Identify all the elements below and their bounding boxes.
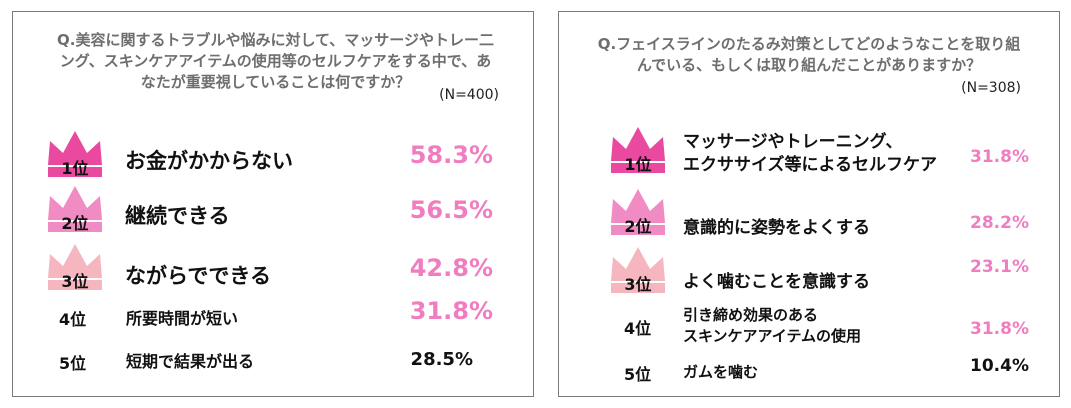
rank-1-label: 1位	[624, 155, 652, 174]
right-row-2-label: 意識的に姿勢をよくする	[683, 218, 870, 238]
rank-4-label: 4位	[59, 310, 87, 329]
left-row-3-label: ながらでできる	[125, 264, 271, 288]
left-row-1-label: お金がかからない	[125, 149, 293, 173]
rank-3-label: 3位	[624, 275, 652, 294]
rank-2-label: 2位	[624, 217, 652, 236]
left-question-line-3: なたが重要視していることは何ですか？	[140, 73, 411, 91]
right-row-4-value: 31.8%	[970, 319, 1029, 339]
right-row-1-label: マッサージやトレーニング、 エクササイズ等によるセルフケア	[683, 131, 937, 177]
crown-3-icon: 3位	[609, 245, 667, 299]
rank-5-label: 5位	[59, 354, 87, 373]
left-question-line-2: ング、スキンケアアイテムの使用等のセルフケアをする中で、あ	[59, 52, 492, 70]
right-row-3-value: 23.1%	[970, 257, 1029, 277]
left-row-5-value: 28.5%	[410, 349, 473, 370]
crown-1-icon: 1位	[609, 125, 667, 179]
crown-2-icon: 2位	[609, 187, 667, 241]
right-sample-size: (N=308)	[961, 80, 1021, 96]
right-row-3-label: よく噛むことを意識する	[683, 272, 870, 292]
rank-2-label: 2位	[61, 214, 89, 233]
rank-1-label: 1位	[61, 159, 89, 178]
right-question-line-2: んでいる、もしくは取り組んだことがありますか？	[636, 56, 982, 74]
right-question-line-1: Q.フェイスラインのたるみ対策としてどのようなことを取り組	[597, 35, 1021, 53]
crown-3-icon: 3位	[46, 242, 104, 296]
left-row-2-label: 継続できる	[125, 204, 230, 228]
right-row-4-label: 引き締め効果のある スキンケアアイテムの使用	[683, 305, 861, 347]
left-sample-size: (N=400)	[439, 87, 499, 103]
left-row-4-label: 所要時間が短い	[126, 309, 239, 328]
left-survey-panel: Q.美容に関するトラブルや悩みに対して、マッサージやトレー二 ング、スキンケアア…	[12, 11, 534, 397]
left-row-5-label: 短期で結果が出る	[126, 352, 255, 371]
left-question: Q.美容に関するトラブルや悩みに対して、マッサージやトレー二 ング、スキンケアア…	[43, 30, 508, 93]
rank-3-label: 3位	[61, 272, 89, 291]
right-row-1-label-line-1: マッサージやトレーニング、	[683, 132, 903, 152]
right-row-2-value: 28.2%	[970, 213, 1029, 233]
crown-2-icon: 2位	[46, 184, 104, 238]
right-row-1-label-line-2: エクササイズ等によるセルフケア	[683, 155, 937, 175]
right-row-4-label-line-1: 引き締め効果のある	[683, 306, 819, 324]
left-question-line-1: Q.美容に関するトラブルや悩みに対して、マッサージやトレー二	[57, 31, 494, 49]
right-question: Q.フェイスラインのたるみ対策としてどのようなことを取り組 んでいる、もしくは取…	[584, 34, 1034, 76]
rank-4-label: 4位	[624, 319, 652, 338]
left-row-1-value: 58.3%	[409, 141, 493, 169]
rank-5-label: 5位	[624, 365, 652, 384]
left-row-2-value: 56.5%	[409, 196, 493, 224]
left-row-3-value: 42.8%	[409, 254, 493, 282]
right-row-4-label-line-2: スキンケアアイテムの使用	[683, 327, 862, 345]
right-row-5-value: 10.4%	[970, 356, 1029, 376]
right-row-1-value: 31.8%	[970, 147, 1029, 167]
crown-1-icon: 1位	[46, 129, 104, 183]
left-row-4-value: 31.8%	[409, 297, 493, 325]
right-row-5-label: ガムを噛む	[683, 363, 759, 381]
right-survey-panel: Q.フェイスラインのたるみ対策としてどのようなことを取り組 んでいる、もしくは取…	[558, 11, 1060, 397]
